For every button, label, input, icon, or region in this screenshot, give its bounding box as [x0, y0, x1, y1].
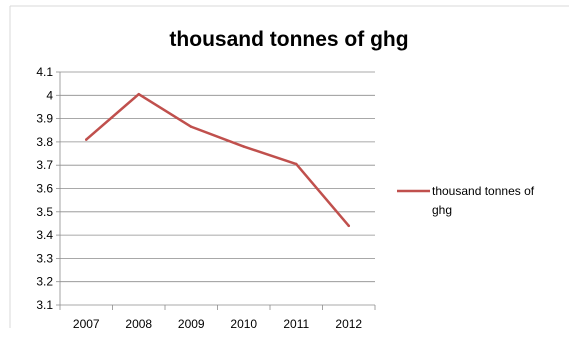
y-tick-label-1: 3.2	[36, 275, 53, 289]
legend-label: thousand tonnes of ghg	[432, 184, 535, 217]
x-tick-labels: 2007 2008 2009 2010 2011 2012	[73, 317, 363, 331]
grid-layer	[60, 71, 375, 306]
data-point-0-1	[137, 92, 140, 96]
y-tick-label-7: 3.8	[36, 135, 53, 149]
y-tick-label-6: 3.7	[36, 158, 53, 172]
y-tick-label-8: 3.9	[36, 112, 53, 126]
y-tick-label-9: 4	[46, 88, 53, 102]
x-tick-label-0: 2007	[73, 317, 100, 331]
x-tick-label-4: 2011	[283, 317, 309, 331]
data-point-0-2	[190, 125, 193, 129]
data-point-0-0	[85, 138, 88, 141]
legend-label-line-1: thousand tonnes of	[432, 184, 535, 198]
y-tick-label-10: 4.1	[36, 65, 53, 79]
data-point-0-4	[295, 162, 298, 166]
data-point-0-5	[347, 224, 350, 228]
y-tick-label-3: 3.4	[36, 228, 53, 242]
x-tick-label-3: 2010	[230, 317, 257, 331]
series-layer	[85, 92, 350, 228]
y-tick-label-2: 3.3	[36, 251, 53, 265]
axis-layer	[56, 71, 376, 310]
x-tick-label-2: 2009	[178, 317, 205, 331]
x-tick-label-1: 2008	[125, 317, 152, 331]
legend: thousand tonnes of ghg	[397, 184, 535, 217]
y-tick-label-5: 3.6	[36, 182, 53, 196]
chart-title: thousand tonnes of ghg	[169, 28, 408, 51]
data-point-0-3	[242, 145, 245, 148]
y-tick-labels: 3.1 3.2 3.3 3.4 3.5 3.6 3.7 3.8 3.9 4 4.1	[36, 65, 53, 312]
series-line-0	[85, 92, 350, 228]
y-tick-label-0: 3.1	[36, 298, 53, 312]
x-tick-label-5: 2012	[335, 317, 362, 331]
y-tick-label-4: 3.5	[36, 205, 53, 219]
legend-label-line-2: ghg	[432, 203, 452, 217]
